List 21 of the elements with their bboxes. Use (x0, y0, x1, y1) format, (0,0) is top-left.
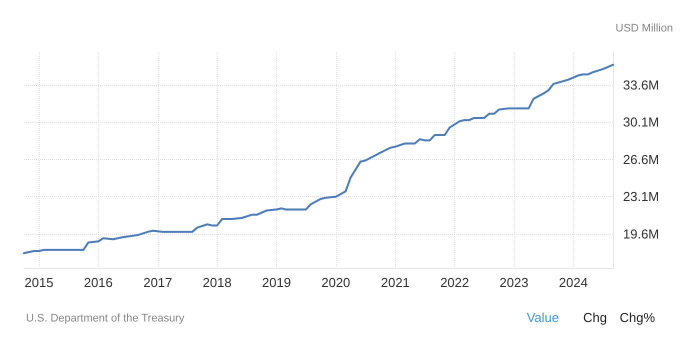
y-axis-title: USD Million (616, 22, 673, 34)
y-tick-label: 26.6M (623, 152, 660, 167)
x-tick-label: 2018 (202, 275, 232, 290)
y-tick-label: 33.6M (623, 77, 660, 92)
x-tick-label: 2021 (380, 275, 410, 290)
x-tick-label: 2023 (500, 275, 528, 290)
line-series (23, 64, 614, 254)
x-tick-label: 2015 (24, 275, 54, 290)
text: U.S. Department of the Treasury (26, 312, 185, 324)
x-tick-label: 2022 (440, 275, 470, 290)
x-tick-label: 2024 (558, 275, 588, 290)
text: Chg% (620, 310, 656, 325)
y-tick-label: 19.6M (623, 226, 660, 242)
x-tick-label: 2020 (321, 275, 350, 290)
x-tick-label: 2019 (262, 275, 291, 290)
x-tick-label: 2017 (143, 275, 172, 290)
text: Value (526, 310, 560, 325)
y-tick-label: 23.1M (623, 189, 660, 204)
x-tick-label: 2016 (84, 275, 113, 290)
y-tick-label: 30.1M (623, 114, 660, 130)
text: Chg (583, 310, 608, 325)
